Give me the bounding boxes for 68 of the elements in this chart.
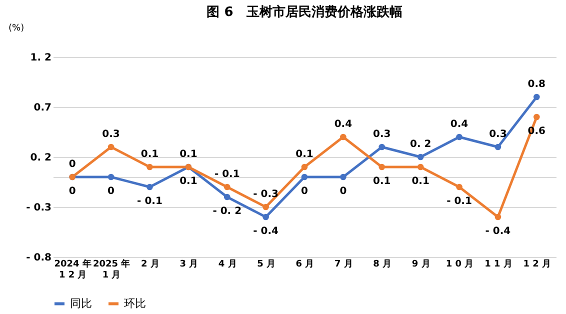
point	[456, 184, 462, 190]
point	[533, 114, 540, 120]
x-tick-label: 2024 年 1 2 月	[54, 258, 92, 280]
point	[494, 144, 502, 150]
data-label: 0.1	[412, 176, 430, 187]
y-tick-label: - 0.8	[26, 252, 52, 264]
point	[378, 144, 386, 150]
point	[417, 154, 424, 160]
data-label: 0	[68, 159, 76, 170]
x-tick-label: 1 1 月	[484, 258, 512, 270]
x-tick-label: 9 月	[412, 258, 430, 270]
point	[108, 144, 114, 150]
data-label: - 0.1	[137, 196, 162, 207]
data-label: 0. 2	[410, 139, 432, 150]
data-label: 0.1	[180, 176, 198, 187]
point	[340, 174, 346, 180]
x-tick-label: 2025 年 1 月	[92, 258, 130, 280]
point	[262, 214, 269, 220]
data-label: 0.8	[528, 79, 546, 90]
data-label: - 0. 2	[212, 206, 242, 217]
point	[494, 214, 502, 220]
data-label: 0.1	[140, 149, 159, 160]
data-label: 0.3	[489, 129, 507, 140]
point	[533, 94, 540, 100]
y-tick-label: 0. 2	[30, 152, 52, 164]
data-label: - 0.4	[253, 226, 279, 237]
data-label: 0	[108, 186, 115, 197]
y-axis-title: (%)	[8, 24, 24, 34]
y-tick-label: 1. 2	[30, 52, 52, 64]
data-label: 0	[301, 186, 308, 197]
x-tick-label: 1 2 月	[523, 258, 552, 270]
point	[378, 164, 386, 170]
legend-label: 环比	[124, 296, 146, 310]
point	[146, 164, 153, 170]
data-label: 0	[340, 186, 347, 197]
chart-title: 图 6 玉树市居民消费价格涨跌幅	[206, 4, 402, 20]
x-tick-label: 6 月	[296, 258, 314, 270]
data-label: 0.3	[102, 129, 120, 140]
point	[301, 174, 308, 180]
data-label: 0.4	[450, 119, 468, 130]
x-tick-label: 8 月	[373, 258, 392, 270]
x-tick-label: 7 月	[334, 258, 353, 270]
data-label: 0.4	[334, 119, 352, 130]
point	[456, 134, 462, 140]
point	[224, 194, 230, 200]
point	[262, 204, 269, 210]
data-label: 0.1	[180, 149, 198, 160]
point	[301, 164, 308, 170]
data-label: 0.3	[373, 129, 391, 140]
x-tick-label: 4 月	[218, 258, 237, 270]
point	[224, 184, 230, 190]
data-label: - 0.4	[485, 226, 511, 237]
x-tick-label: 3 月	[180, 258, 198, 270]
data-label: - 0.1	[446, 196, 472, 207]
x-tick-label: 2 月	[141, 258, 160, 270]
data-label: 0.1	[296, 149, 314, 160]
point	[417, 164, 424, 170]
legend-label: 同比	[70, 296, 92, 310]
point	[340, 134, 346, 140]
point	[146, 184, 153, 190]
data-label: 0.1	[373, 176, 391, 187]
data-label: - 0.1	[214, 169, 240, 180]
point	[108, 174, 114, 180]
data-label: 0	[68, 186, 76, 197]
y-tick-label: 0.7	[34, 102, 52, 114]
x-tick-label: 5 月	[257, 258, 276, 270]
y-tick-label: - 0.3	[26, 202, 52, 214]
x-tick-label: 1 0 月	[446, 258, 474, 270]
